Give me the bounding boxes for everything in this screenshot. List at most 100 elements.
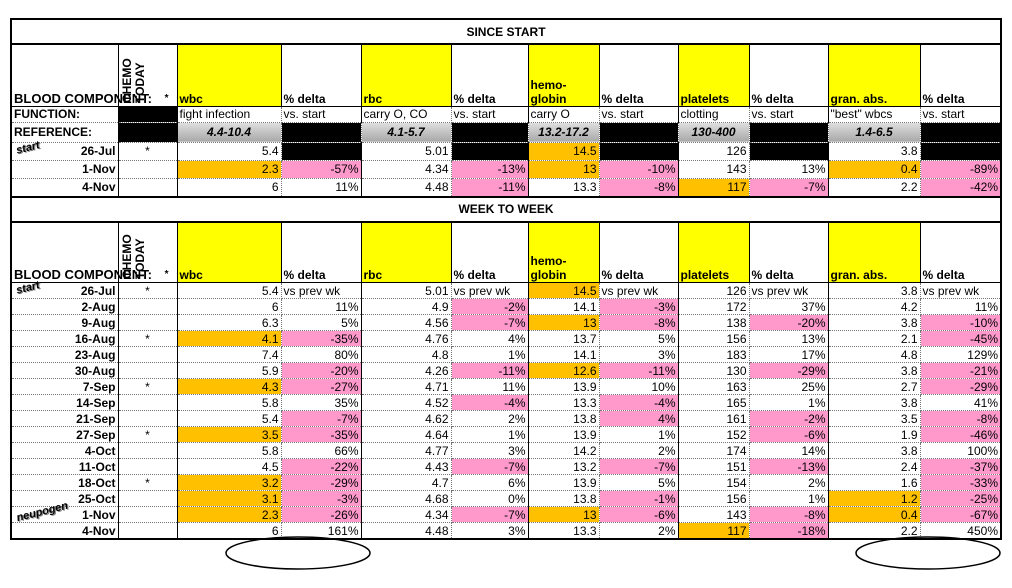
cell: -2% [450, 298, 529, 315]
chemo [117, 298, 178, 315]
cell: 3.8 [827, 141, 921, 161]
chemo: * [117, 282, 178, 299]
cell: 3.2 [176, 474, 282, 491]
cell: 14.2 [527, 442, 600, 459]
cell: 165 [677, 394, 750, 411]
circle [225, 536, 371, 570]
cell [598, 141, 679, 161]
data-row: 4-Nov 6 161% 4.48 3% 13.3 2% 117 -18% 2.2 450% [10, 522, 1002, 540]
chemo-mark: * [164, 269, 169, 280]
cell: -57% [280, 159, 362, 179]
cell: 117 [677, 177, 750, 197]
cell: 4% [450, 330, 529, 347]
cell: 4.34 [360, 159, 452, 179]
section-title: WEEK TO WEEK [10, 195, 1002, 223]
cell: 4.1-5.7 [360, 121, 452, 143]
cell: 7.4 [176, 346, 282, 363]
cell: -7% [280, 410, 362, 427]
cell: 4.5 [176, 458, 282, 475]
chemo-header: CHEMO TODAY * [117, 43, 178, 107]
cell: -11% [450, 362, 529, 379]
cell: -33% [919, 474, 1002, 491]
cell: 14.1 [527, 346, 600, 363]
cell [450, 121, 529, 143]
cell: -3% [280, 490, 362, 507]
cell: 1.2 [827, 490, 921, 507]
cell: 1% [450, 426, 529, 443]
chemo [117, 522, 178, 540]
blood-table: SINCE START BLOOD COMPONENT: CHEMO TODAY * w… [10, 18, 1002, 540]
cell: 4.7 [360, 474, 452, 491]
cell: 80% [280, 346, 362, 363]
column-header: % delta [450, 43, 529, 107]
chemo [117, 506, 178, 523]
date: 1-Nov [10, 159, 119, 179]
data-row: 4-Nov 6 11% 4.48 -11% 13.3 -8% 117 -7% 2.2 -42% [10, 177, 1002, 197]
cell: vs. start [919, 105, 1002, 123]
cell: -3% [598, 298, 679, 315]
cell: 17% [748, 346, 829, 363]
cell: -37% [919, 458, 1002, 475]
date: 27-Sep [10, 426, 119, 443]
label: BLOOD COMPONENT: [14, 267, 152, 282]
cell: 2.2 [827, 522, 921, 540]
cell: 2% [598, 442, 679, 459]
data-row: 9-Aug 6.3 5% 4.56 -7% 13 -8% 138 -20% 3.8 -10% [10, 314, 1002, 331]
cell: -6% [598, 506, 679, 523]
cell: 13.9 [527, 378, 600, 395]
chemo-label: CHEMO TODAY [119, 57, 147, 103]
cell: -11% [450, 177, 529, 197]
cell: 4.48 [360, 177, 452, 197]
cell: 5.01 [360, 141, 452, 161]
column-header: wbc [176, 221, 282, 283]
cell: 4.3 [176, 378, 282, 395]
cell: 12.6 [527, 362, 600, 379]
cell: -7% [450, 506, 529, 523]
data-row: 7-Sep * 4.3 -27% 4.71 11% 13.9 10% 163 25% 2.7 -29% [10, 378, 1002, 395]
column-header: platelets [677, 43, 750, 107]
column-header: gran. abs. [827, 43, 921, 107]
section-title: SINCE START [10, 18, 1002, 45]
cell: 152 [677, 426, 750, 443]
cell: -6% [748, 426, 829, 443]
date: 21-Sep [10, 410, 119, 427]
cell: vs prev wk [280, 282, 362, 299]
cell: 13.9 [527, 474, 600, 491]
cell: 2.7 [827, 378, 921, 395]
cell: 4.1 [176, 330, 282, 347]
cell: vs. start [450, 105, 529, 123]
chemo-mark: * [164, 92, 169, 104]
cell: 4.2 [827, 298, 921, 315]
cell: 4.48 [360, 522, 452, 540]
cell [748, 141, 829, 161]
cell: -7% [748, 177, 829, 197]
cell: 143 [677, 506, 750, 523]
date: 1-Nov neupogen [10, 500, 119, 524]
cell: 4.56 [360, 314, 452, 331]
row-label: FUNCTION: [10, 105, 119, 123]
data-row: 26-Jul start * 5.4 5.01 14.5 126 3.8 [10, 139, 1002, 161]
cell: 3.5 [827, 410, 921, 427]
cell: 1.4-6.5 [827, 121, 921, 143]
chemo [117, 177, 178, 197]
cell: -4% [450, 394, 529, 411]
date: 11-Oct [10, 458, 119, 475]
cell: 1% [748, 394, 829, 411]
cell: 35% [280, 394, 362, 411]
table-body: SINCE START BLOOD COMPONENT: CHEMO TODAY * w… [10, 18, 1002, 540]
cell: 13 [527, 506, 600, 523]
cell: -45% [919, 330, 1002, 347]
data-row: 30-Aug 5.9 -20% 4.26 -11% 12.6 -11% 130 -29% 3.8-… [10, 362, 1002, 379]
cell: vs prev wk [450, 282, 529, 299]
column-header: % delta [450, 221, 529, 283]
cell: 4.52 [360, 394, 452, 411]
cell: 4.64 [360, 426, 452, 443]
cell: -11% [598, 362, 679, 379]
chemo [117, 490, 178, 507]
chemo: * [117, 330, 178, 347]
cell: -13% [450, 159, 529, 179]
cell: -2% [748, 410, 829, 427]
cell: -13% [748, 458, 829, 475]
cell: -22% [280, 458, 362, 475]
